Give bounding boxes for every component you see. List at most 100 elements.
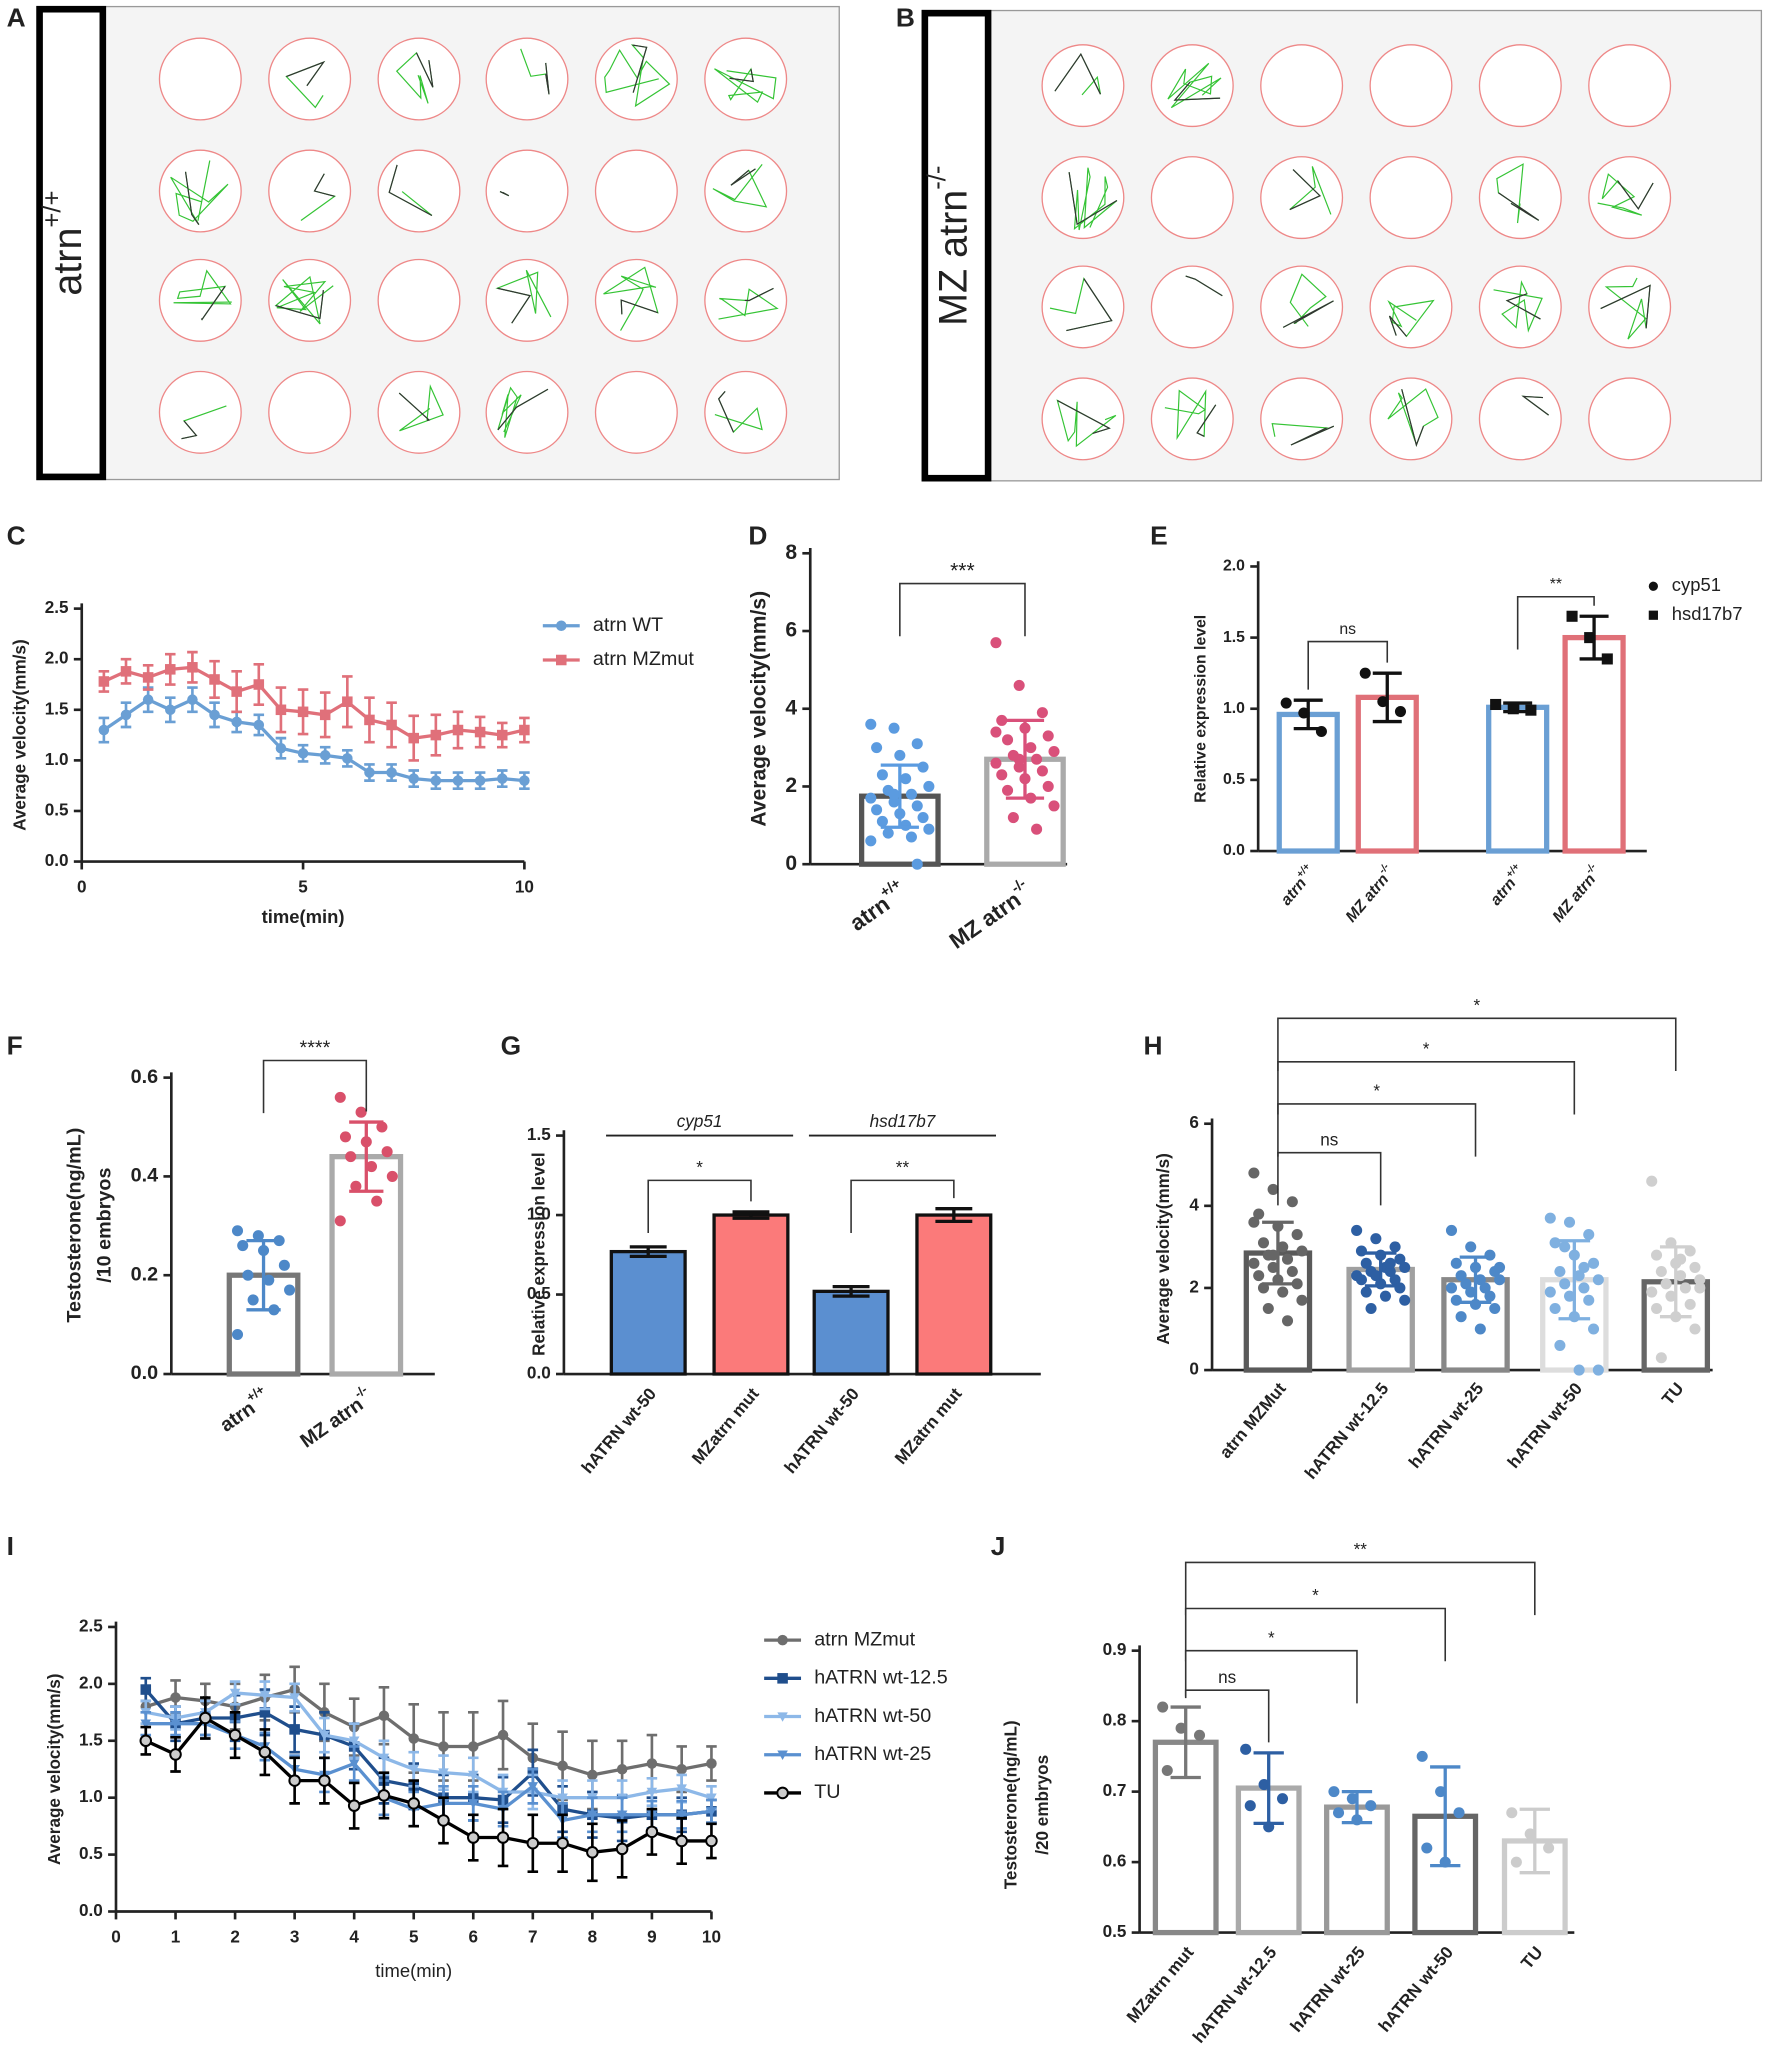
well: [1150, 265, 1234, 349]
well: [1150, 377, 1234, 461]
well: [1369, 44, 1453, 128]
x-tick-label: atrn+/+: [843, 876, 912, 936]
y-axis-label: Average velocity(mm/s): [11, 639, 30, 830]
track-dark: [1617, 180, 1654, 210]
track-dark: [388, 164, 433, 217]
significance-label: **: [896, 1158, 910, 1177]
well: [704, 37, 788, 121]
significance-label: *: [1423, 1039, 1430, 1058]
error-bar: [1558, 1239, 1591, 1321]
data-point: [1506, 1807, 1518, 1819]
error-bar: [1005, 718, 1045, 800]
point: [497, 1729, 509, 1741]
well: [485, 37, 569, 121]
legend-marker: [777, 1673, 788, 1684]
data-point: [1559, 1241, 1571, 1253]
track-dark: [744, 287, 774, 302]
track-dark: [1521, 395, 1549, 416]
point: [364, 767, 375, 778]
point: [187, 694, 198, 705]
y-tick-label: 1.0: [1223, 700, 1245, 717]
significance-label: ns: [1218, 1668, 1236, 1687]
x-tick-label: 10: [702, 1927, 721, 1946]
label-box: [36, 5, 107, 481]
well: [158, 258, 242, 342]
point: [519, 724, 530, 736]
x-tick-label: MZ atrn-/-: [1547, 861, 1606, 926]
data-point: [1013, 753, 1025, 765]
y-tick-label: 0.7: [1103, 1781, 1127, 1800]
legend-marker: [776, 1786, 789, 1800]
well: [1369, 265, 1453, 349]
y-tick-label: 1.5: [79, 1730, 103, 1749]
data-point: [1655, 1352, 1667, 1364]
data-point: [1679, 1282, 1691, 1294]
data-point: [1267, 1261, 1279, 1273]
data-point: [1588, 1257, 1600, 1269]
point: [288, 1774, 301, 1787]
well: [1588, 377, 1672, 461]
data-point: [242, 1269, 254, 1281]
point: [231, 716, 242, 728]
data-point: [1384, 1257, 1396, 1269]
bar: [1276, 711, 1340, 854]
x-tick-label: 5: [298, 877, 308, 896]
bar: [812, 1289, 890, 1376]
error-bar: [1503, 701, 1533, 714]
legend-label: atrn MZmut: [814, 1628, 915, 1650]
data-point: [1360, 1257, 1372, 1269]
data-point: [1554, 1339, 1566, 1351]
data-point: [1248, 1167, 1260, 1179]
significance-bracket: [850, 1179, 955, 1234]
point: [139, 1734, 153, 1748]
data-point: [381, 1146, 393, 1158]
data-point: [882, 827, 894, 839]
data-point: [1389, 1274, 1401, 1286]
group-label: hsd17b7: [870, 1112, 937, 1131]
significance-bracket: [1277, 1103, 1477, 1157]
data-point: [865, 718, 877, 730]
significance-bracket: [1184, 1607, 1447, 1662]
data-point: [1416, 1750, 1428, 1762]
y-tick-label: 2.0: [1223, 558, 1245, 575]
y-tick-label: 2: [785, 774, 797, 797]
point: [496, 1831, 510, 1844]
x-tick-label: MZ atrn-/-: [293, 1382, 377, 1453]
significance-label: *: [1373, 1082, 1380, 1101]
well: [1478, 265, 1562, 349]
data-point: [1355, 1274, 1367, 1286]
x-tick-label: hATRN wt-12.5: [1301, 1379, 1393, 1483]
x-tick-label: 3: [290, 1927, 300, 1946]
data-point: [1248, 1257, 1260, 1269]
well: [1150, 44, 1234, 128]
data-point: [1694, 1282, 1706, 1294]
well: [268, 149, 352, 233]
plate-label-sup: +/+: [38, 190, 66, 227]
point: [289, 1724, 300, 1735]
point: [408, 732, 419, 744]
track-dark: [1505, 293, 1541, 320]
data-point: [1328, 1786, 1340, 1798]
data-point: [1684, 1298, 1696, 1310]
y-tick-label: 0.0: [79, 1901, 103, 1920]
data-point: [1510, 1856, 1522, 1868]
point: [170, 1719, 181, 1729]
data-point: [1042, 730, 1054, 742]
point: [467, 1741, 479, 1752]
data-point: [1450, 1294, 1462, 1306]
data-point: [1359, 667, 1371, 679]
data-point: [1296, 1294, 1308, 1306]
data-point: [1013, 679, 1025, 691]
panel-letter: I: [7, 1531, 14, 1561]
data-point: [1262, 1302, 1274, 1315]
point: [430, 775, 442, 786]
significance-bracket: [1516, 595, 1595, 650]
well: [1260, 156, 1344, 240]
point: [289, 1693, 300, 1703]
legend-marker: [777, 1750, 788, 1761]
data-point: [1573, 1364, 1585, 1376]
x-tick-label-base: MZ atrn: [1550, 871, 1600, 926]
point: [496, 729, 508, 741]
data-point: [231, 1328, 244, 1341]
bar: [1324, 1804, 1390, 1936]
